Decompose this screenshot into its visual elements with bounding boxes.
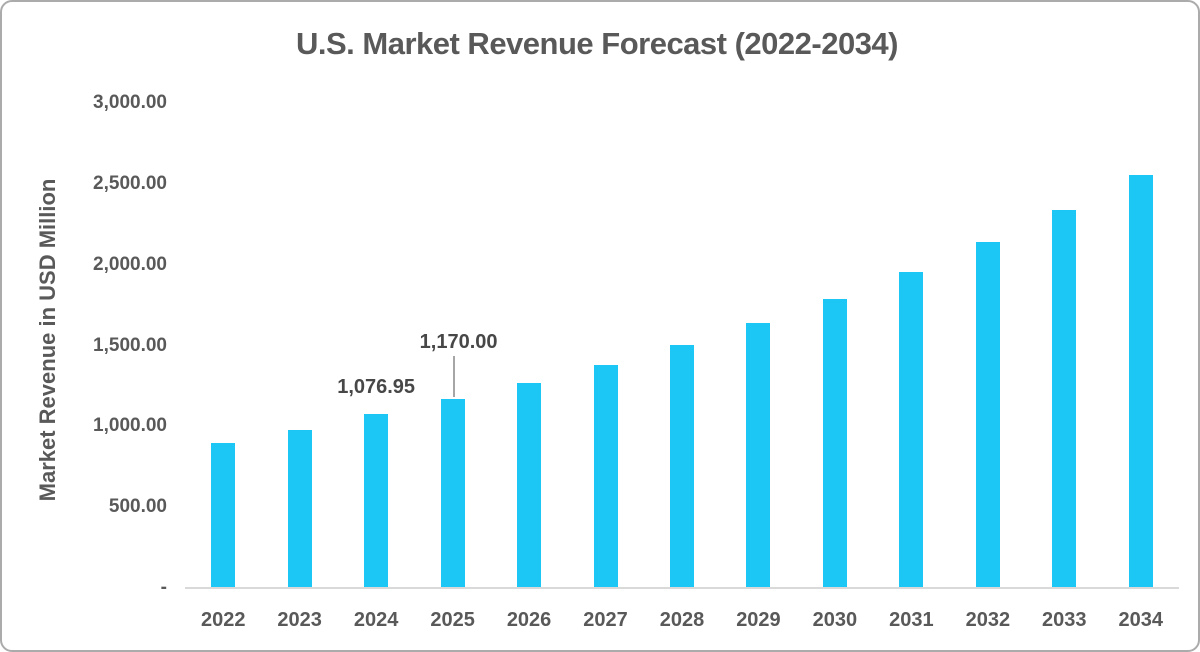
y-tick-label: - xyxy=(160,577,167,598)
y-tick-label: 3,000.00 xyxy=(93,92,167,113)
y-tick-label: 1,000.00 xyxy=(93,415,167,437)
x-tick-label-2030: 2030 xyxy=(812,609,858,631)
x-tick-label-2033: 2033 xyxy=(1042,609,1087,631)
x-tick-label-2027: 2027 xyxy=(583,609,628,631)
bar-2022 xyxy=(211,442,236,588)
x-tick-label-2029: 2029 xyxy=(736,609,781,631)
x-axis-line xyxy=(185,587,1179,589)
x-tick-label-2028: 2028 xyxy=(659,609,705,631)
bar-2024 xyxy=(364,413,389,588)
bar-2034 xyxy=(1128,174,1153,588)
bar-2031 xyxy=(899,271,924,588)
bar-2026 xyxy=(517,382,542,588)
bar-2023 xyxy=(287,429,312,588)
x-tick-label-2023: 2023 xyxy=(277,609,322,631)
x-tick-label-2026: 2026 xyxy=(506,609,552,631)
data-label-2024: 1,076.95 xyxy=(337,375,416,398)
bar-2032 xyxy=(975,242,1000,588)
data-label-2025: 1,170.00 xyxy=(419,330,498,353)
chart-title: U.S. Market Revenue Forecast (2022-2034) xyxy=(295,26,899,61)
x-tick-label-2024: 2024 xyxy=(353,609,399,631)
x-tick-label-2022: 2022 xyxy=(200,609,246,631)
bar-2033 xyxy=(1052,209,1077,588)
x-tick-label-2034: 2034 xyxy=(1118,609,1164,631)
y-tick-label: 1,500.00 xyxy=(93,334,167,356)
x-tick-label-2031: 2031 xyxy=(889,609,934,631)
x-tick-label-2032: 2032 xyxy=(965,609,1011,631)
bar-2028 xyxy=(670,344,694,588)
bar-2030 xyxy=(822,298,847,588)
bar-2029 xyxy=(746,322,771,588)
y-tick-label: 2,500.00 xyxy=(93,172,167,194)
x-tick-label-2025: 2025 xyxy=(430,609,475,631)
leader-line-2025 xyxy=(452,355,455,397)
bar-2025 xyxy=(440,398,465,588)
y-tick-label: 500.00 xyxy=(108,496,167,518)
bar-2027 xyxy=(593,364,618,588)
y-tick-label: 2,000.00 xyxy=(93,253,167,275)
